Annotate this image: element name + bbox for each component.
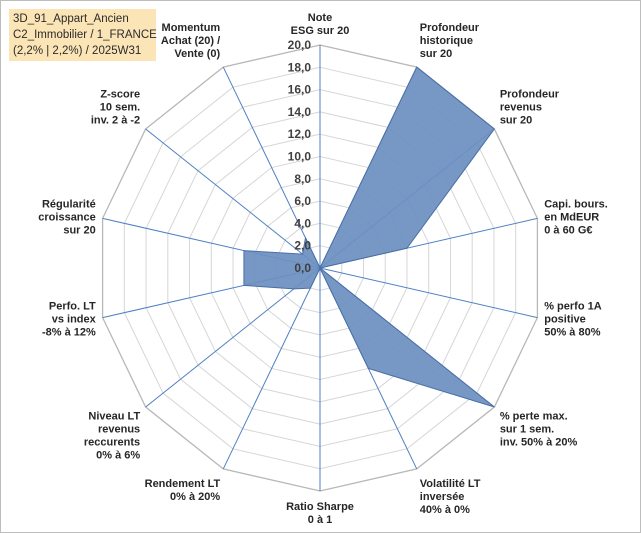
category-label-line: Niveau LT <box>88 410 140 422</box>
title-line: C2_Immobilier / 1_FRANCE <box>13 29 157 41</box>
category-label-line: sur 20 <box>500 115 532 127</box>
axis-tick-label: 2,0 <box>294 239 311 253</box>
axis-tick-label: 20,0 <box>288 38 312 52</box>
category-label-line: 0% à 6% <box>96 449 140 461</box>
category-label-line: Rendement LT <box>145 478 221 490</box>
axis-tick-label: 10,0 <box>288 150 312 164</box>
spoke-line <box>145 267 321 408</box>
category-label: Ratio Sharpe 0 à 1 <box>286 501 354 526</box>
data-layer <box>243 66 496 408</box>
category-label-line: -8% à 12% <box>42 327 96 339</box>
title-line: (2,2% | 2,2%) / 2025W31 <box>13 45 142 57</box>
spoke-line <box>222 267 321 470</box>
axis-tick-label: 4,0 <box>294 216 311 230</box>
category-label-line: inversée <box>420 491 465 503</box>
category-label-line: Profondeur <box>500 89 560 101</box>
spoke-line <box>145 128 321 269</box>
category-label-line: % perfo 1A <box>544 301 602 313</box>
category-label-line: historique <box>420 35 473 47</box>
axis-tick-label: 8,0 <box>294 172 311 186</box>
category-label: Volatilité LT inversée 40% à 0% <box>420 478 481 516</box>
category-label: Momentum Achat (20) / Vente (0) <box>161 22 221 60</box>
axis-tick-label: 6,0 <box>294 194 311 208</box>
category-label-line: sur 20 <box>420 48 452 60</box>
category-label-line: Momentum <box>162 22 221 34</box>
category-label: % perfo 1A positive 50% à 80% <box>544 301 602 339</box>
category-label-line: croissance <box>38 211 95 223</box>
axis-tick-label: 0,0 <box>294 261 311 275</box>
axis-tick-label: 14,0 <box>288 105 312 119</box>
axis-tick-label: 18,0 <box>288 60 312 74</box>
category-label-line: Vente (0) <box>174 48 220 60</box>
category-label: Perfo. LT vs index -8% à 12% <box>42 301 97 339</box>
category-label-line: % perte max. <box>500 410 568 422</box>
category-label: Profondeur historique sur 20 <box>420 22 480 60</box>
category-label-line: 10 sem. <box>100 102 140 114</box>
category-label: Capi. bours. en MdEUR 0 à 60 G€ <box>544 198 608 236</box>
category-label-line: Note <box>308 12 332 24</box>
category-label-line: Capi. bours. <box>544 198 608 210</box>
category-label-line: Profondeur <box>420 22 480 34</box>
category-label: Niveau LT revenus reccurents 0% à 6% <box>84 410 141 461</box>
series-area <box>243 66 496 408</box>
category-label-line: positive <box>544 314 586 326</box>
category-label: Z-score 10 sem. inv. 2 à -2 <box>91 89 140 127</box>
axis-tick-label: 16,0 <box>288 83 312 97</box>
category-label: % perte max. sur 1 sem. inv. 50% à 20% <box>500 410 578 448</box>
category-label-line: 0 à 60 G€ <box>544 224 592 236</box>
category-label: Rendement LT 0% à 20% <box>145 478 221 503</box>
category-label-line: 50% à 80% <box>544 327 600 339</box>
category-label-line: Régularité <box>42 198 96 210</box>
category-label-line: inv. 2 à -2 <box>91 115 140 127</box>
spoke-line <box>319 267 538 319</box>
category-label-line: 0% à 20% <box>170 491 220 503</box>
category-label-line: en MdEUR <box>544 211 599 223</box>
category-label: Note ESG sur 20 <box>291 12 350 37</box>
category-label-line: 40% à 0% <box>420 504 470 516</box>
category-label-line: vs index <box>52 314 97 326</box>
category-label-line: inv. 50% à 20% <box>500 436 578 448</box>
category-label-line: revenus <box>500 102 542 114</box>
category-label-line: ESG sur 20 <box>291 25 350 37</box>
axis-tick-label: 12,0 <box>288 127 312 141</box>
category-label: Régularité croissance sur 20 <box>38 198 95 236</box>
category-label-line: reccurents <box>84 436 140 448</box>
category-label: Profondeur revenus sur 20 <box>500 89 560 127</box>
category-label-line: revenus <box>98 423 140 435</box>
tick-layer: 0,0 2,0 4,0 6,0 8,0 10,0 12,0 14,0 16,0 18,0 20,0 <box>288 38 312 275</box>
category-label-line: sur 1 sem. <box>500 423 554 435</box>
category-label-line: Achat (20) / <box>161 35 220 47</box>
category-label-line: sur 20 <box>63 224 95 236</box>
chart-title-box: 3D_91_Appart_Ancien C2_Immobilier / 1_FR… <box>9 9 157 61</box>
title-line: 3D_91_Appart_Ancien <box>13 13 129 25</box>
category-label-line: 0 à 1 <box>308 514 332 526</box>
spoke-line <box>222 66 321 269</box>
category-label-line: Z-score <box>100 89 140 101</box>
category-label-line: Volatilité LT <box>420 478 481 490</box>
category-label-layer: Note ESG sur 20 Profondeur historique sur 20… <box>38 12 608 526</box>
category-label-line: Perfo. LT <box>49 301 96 313</box>
category-label-line: Ratio Sharpe <box>286 501 354 513</box>
